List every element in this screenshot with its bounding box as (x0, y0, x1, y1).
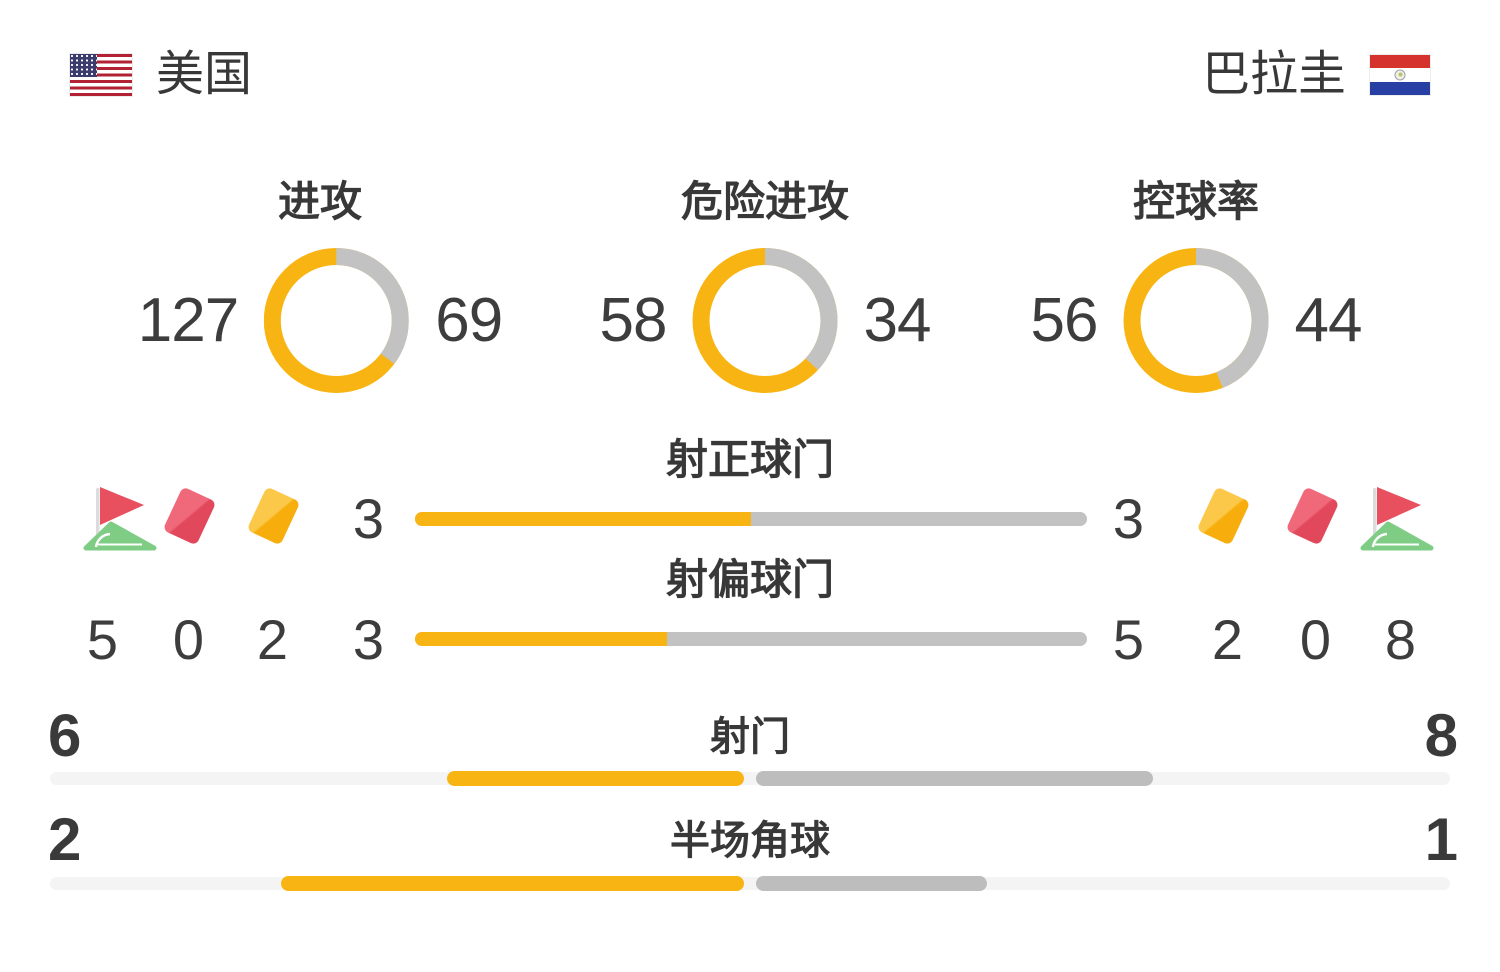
shots-on-target-bar (415, 512, 1087, 526)
dangerous-attacks-title: 危险进攻 (680, 178, 849, 225)
home-team-name: 美国 (156, 48, 253, 101)
possession-home-value: 56 (1030, 285, 1099, 355)
shots-off-target-title: 射偏球门 (665, 556, 834, 603)
possession-title: 控球率 (1132, 178, 1259, 225)
paraguay-flag-emblem (1394, 69, 1406, 81)
ht-corners-bar-away-segment (756, 876, 987, 891)
shots-home-value: 6 (48, 702, 81, 769)
home-corner-flag-icon (80, 482, 162, 563)
away-yellow-cards-value: 2 (1211, 608, 1243, 671)
shots-on-target-bar-fill (415, 512, 751, 526)
paraguay-flag-white-stripe (1370, 68, 1430, 82)
shots-bar-home-segment (447, 771, 744, 786)
paraguay-flag-blue-stripe (1370, 81, 1430, 95)
usa-flag-icon (70, 54, 132, 96)
home-yellow-cards-value: 2 (256, 608, 288, 671)
dangerous-attacks-away-value: 34 (863, 285, 932, 355)
home-corners-value: 5 (86, 608, 118, 671)
ht-corners-home-value: 2 (48, 806, 81, 873)
ht-corners-bar-home-segment (281, 876, 744, 891)
shots-on-target-home-value: 3 (352, 487, 384, 550)
attacks-donut-ring (264, 248, 410, 393)
ht-corners-away-value: 1 (1424, 806, 1458, 873)
shots-bar-away-segment (756, 771, 1153, 786)
paraguay-flag-red-stripe (1370, 55, 1430, 69)
home-red-card-icon (162, 486, 217, 546)
possession-away-value: 44 (1294, 285, 1363, 355)
shots-bar (50, 771, 1450, 786)
shots-title: 射门 (710, 715, 790, 759)
away-red-card-icon (1285, 486, 1340, 546)
home-red-cards-value: 0 (172, 608, 204, 671)
shots-off-target-away-value: 5 (1112, 608, 1144, 671)
home-team-header: 美国 (70, 48, 252, 102)
home-yellow-card-icon (246, 486, 301, 546)
ht-corners-title: 半场角球 (670, 819, 830, 863)
dangerous-attacks-home-value: 58 (599, 285, 668, 355)
away-yellow-card-icon (1196, 486, 1251, 546)
dangerous-attacks-donut-ring (692, 248, 838, 393)
usa-flag-canton (70, 54, 97, 77)
away-red-cards-value: 0 (1299, 608, 1331, 671)
ht-corners-bar (50, 876, 1450, 891)
shots-on-target-title: 射正球门 (665, 436, 834, 483)
attacks-donut-chart: 进攻 127 69 (137, 178, 503, 393)
shots-on-target-away-value: 3 (1112, 487, 1144, 550)
dangerous-attacks-donut-chart: 危险进攻 58 34 (600, 178, 931, 393)
away-corner-flag-icon (1357, 482, 1439, 563)
possession-donut-ring (1123, 248, 1269, 393)
possession-donut-chart: 控球率 56 44 (1031, 178, 1362, 393)
shots-away-value: 8 (1424, 702, 1458, 769)
shots-off-target-home-value: 3 (352, 608, 384, 671)
paraguay-flag-icon (1370, 55, 1430, 95)
attacks-away-value: 69 (435, 285, 503, 355)
shots-off-target-bar-fill (415, 632, 667, 646)
away-team-name: 巴拉圭 (1201, 48, 1346, 101)
attacks-title: 进攻 (277, 178, 363, 225)
shots-off-target-bar (415, 632, 1087, 646)
away-corners-value: 8 (1384, 608, 1416, 671)
away-team-header: 巴拉圭 (1202, 48, 1430, 102)
attacks-home-value: 127 (137, 285, 239, 355)
